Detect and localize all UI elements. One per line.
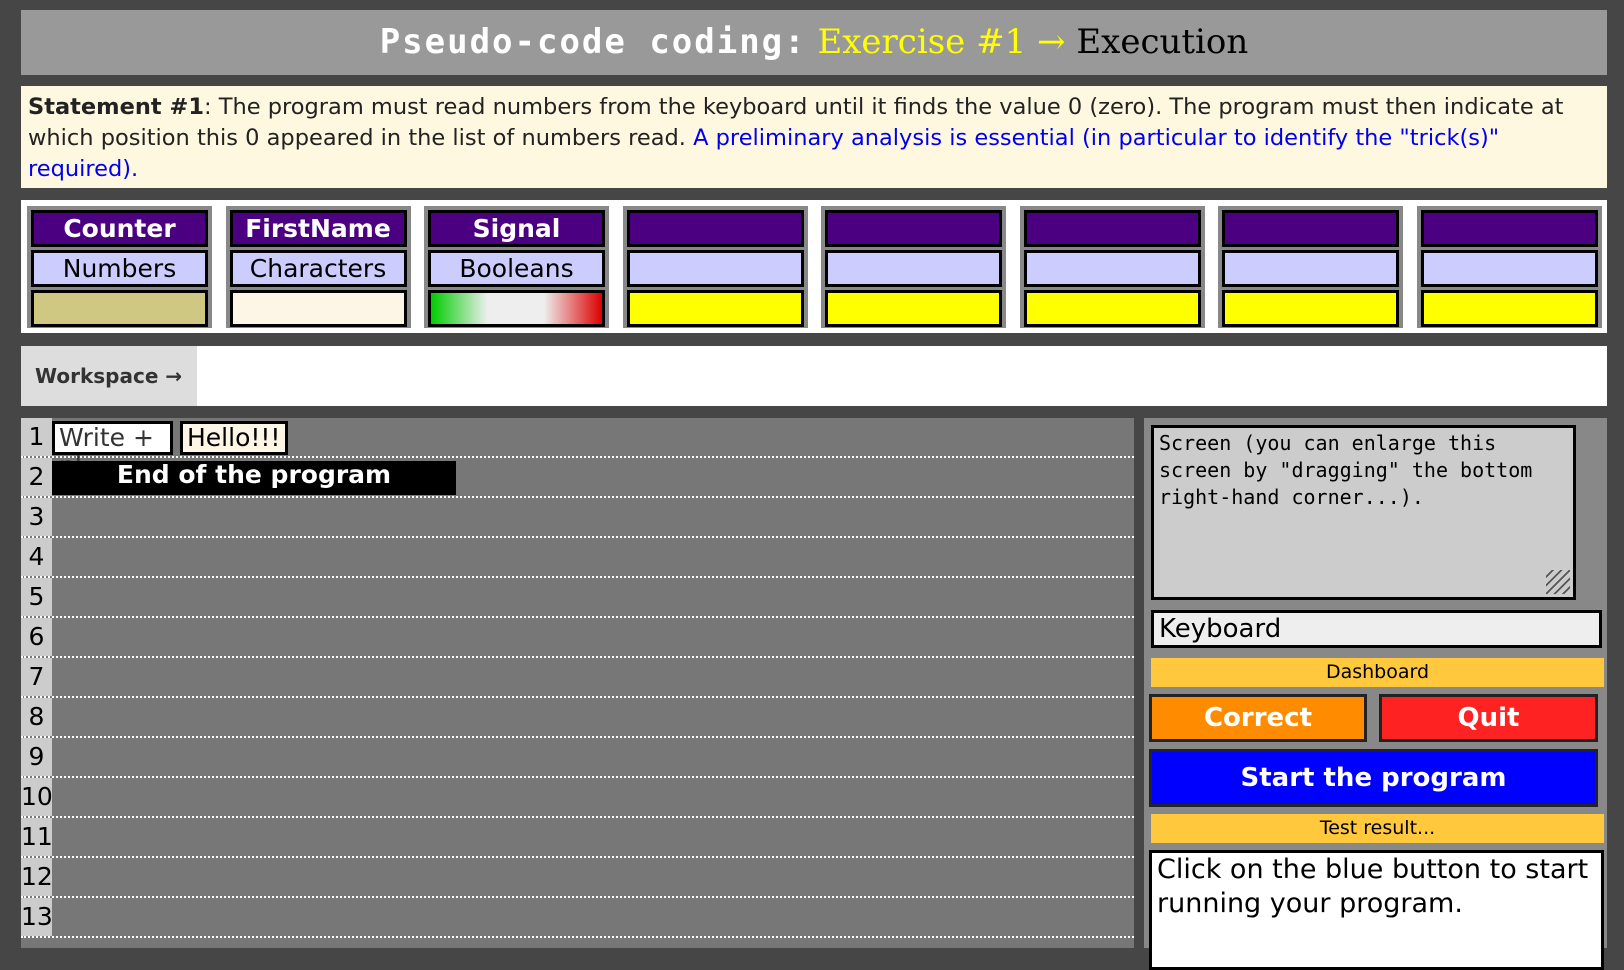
variable-type (1023, 250, 1201, 287)
variable-type: Numbers (31, 250, 208, 287)
line-number: 7 (21, 658, 52, 696)
line-number: 9 (21, 738, 52, 776)
variable-value (229, 290, 407, 327)
keyboard-input[interactable]: Keyboard (1151, 610, 1602, 648)
statement-hint: A preliminary analysis is essential (in … (28, 125, 1500, 182)
variable-type: Booleans (428, 250, 605, 287)
code-line[interactable]: 5 (21, 578, 1134, 618)
test-result-box: Click on the blue button to start runnin… (1149, 850, 1604, 970)
test-result-label: Test result... (1151, 814, 1604, 843)
statement-text: : The program must read numbers from the… (28, 94, 1564, 151)
variable-card[interactable]: Counter Numbers (27, 206, 212, 328)
line-number: 4 (21, 538, 52, 576)
statement-box: Statement #1: The program must read numb… (21, 86, 1607, 188)
variable-name[interactable]: FirstName (229, 210, 407, 247)
variable-name[interactable]: Signal (428, 210, 605, 247)
line-number: 8 (21, 698, 52, 736)
workspace-bar: Workspace → (21, 346, 1607, 406)
code-line[interactable]: 7 (21, 658, 1134, 698)
variable-type (825, 250, 1002, 287)
screen-output[interactable]: Screen (you can enlarge this screen by "… (1151, 425, 1576, 600)
variable-name[interactable] (626, 210, 804, 247)
line-number: 5 (21, 578, 52, 616)
variable-name[interactable] (825, 210, 1002, 247)
quit-button[interactable]: Quit (1379, 694, 1598, 742)
title-mode: Execution (1076, 22, 1249, 62)
screen-text: Screen (you can enlarge this screen by "… (1159, 431, 1545, 509)
code-line[interactable]: 3 (21, 498, 1134, 538)
variable-card[interactable] (622, 206, 808, 328)
variable-card[interactable]: Signal Booleans (424, 206, 609, 328)
variable-type: Characters (229, 250, 407, 287)
variable-value (1420, 290, 1598, 327)
correct-button[interactable]: Correct (1149, 694, 1367, 742)
page-title: Pseudo-code coding: Exercise #1 → Execut… (21, 10, 1607, 75)
execution-panel: Screen (you can enlarge this screen by "… (1144, 418, 1607, 970)
variable-type (626, 250, 804, 287)
variable-type (1222, 250, 1399, 287)
variable-name[interactable] (1222, 210, 1399, 247)
code-line[interactable]: 8 (21, 698, 1134, 738)
instruction-block[interactable]: Write + nl (52, 421, 173, 480)
code-line[interactable]: 9 (21, 738, 1134, 778)
variable-card[interactable] (1416, 206, 1602, 328)
variable-name[interactable] (1420, 210, 1598, 247)
variable-card[interactable]: FirstName Characters (225, 206, 411, 328)
code-line[interactable]: 11 (21, 818, 1134, 858)
dashboard-label: Dashboard (1151, 658, 1604, 687)
code-line[interactable]: 10 (21, 778, 1134, 818)
code-line[interactable]: 13 (21, 898, 1134, 938)
title-main: Pseudo-code coding: (379, 22, 807, 62)
end-program-block[interactable]: End of the program (52, 461, 456, 495)
line-number: 6 (21, 618, 52, 656)
statement-label: Statement #1 (28, 94, 204, 120)
line-number: 11 (21, 818, 52, 856)
code-line[interactable]: 4 (21, 538, 1134, 578)
variable-name[interactable] (1023, 210, 1201, 247)
variable-value (825, 290, 1002, 327)
code-line[interactable]: 6 (21, 618, 1134, 658)
variable-value (1023, 290, 1201, 327)
title-exercise: Exercise #1 → (817, 22, 1066, 62)
variable-card[interactable] (1218, 206, 1403, 328)
variable-type (1420, 250, 1598, 287)
variable-name[interactable]: Counter (31, 210, 208, 247)
line-number: 12 (21, 858, 52, 896)
variable-value (626, 290, 804, 327)
variables-panel: Counter Numbers FirstName Characters Signal B… (21, 200, 1607, 333)
workspace-label: Workspace → (21, 346, 197, 406)
code-line[interactable]: 12 (21, 858, 1134, 898)
code-line[interactable]: 2 End of the program (21, 458, 1134, 498)
line-number: 13 (21, 898, 52, 936)
line-number: 10 (21, 778, 52, 816)
line-number: 3 (21, 498, 52, 536)
argument-block[interactable]: Hello!!! (180, 421, 288, 455)
variable-value (428, 290, 605, 327)
variable-value (1222, 290, 1399, 327)
start-program-button[interactable]: Start the program (1149, 749, 1598, 807)
variable-card[interactable] (821, 206, 1006, 328)
line-number: 2 (21, 458, 52, 496)
resize-grip-icon[interactable] (1546, 570, 1570, 594)
line-number: 1 (21, 418, 52, 456)
variable-card[interactable] (1019, 206, 1205, 328)
variable-value (31, 290, 208, 327)
